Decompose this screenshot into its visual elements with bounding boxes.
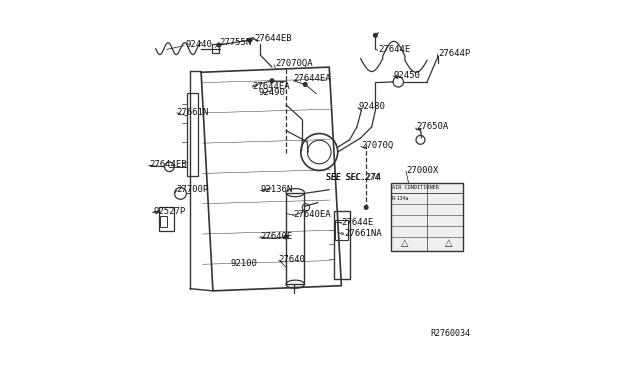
Text: 92490: 92490 bbox=[259, 89, 285, 97]
Text: 27640E: 27640E bbox=[260, 232, 292, 241]
Text: 27644P: 27644P bbox=[438, 49, 470, 58]
Bar bbox=[286, 193, 305, 284]
Text: 27000X: 27000X bbox=[407, 166, 439, 175]
Text: 27644E: 27644E bbox=[378, 45, 411, 54]
Text: 92450: 92450 bbox=[394, 71, 420, 80]
Text: △: △ bbox=[445, 238, 452, 248]
Circle shape bbox=[270, 79, 274, 83]
Bar bbox=[159, 208, 174, 231]
Circle shape bbox=[374, 33, 377, 37]
Bar bbox=[212, 44, 219, 54]
Bar bbox=[334, 211, 349, 279]
Text: 27640: 27640 bbox=[278, 255, 305, 264]
Text: 27644EA: 27644EA bbox=[253, 82, 291, 91]
Circle shape bbox=[303, 83, 307, 86]
Text: SEE SEC.274: SEE SEC.274 bbox=[326, 173, 381, 182]
Text: 27070QA: 27070QA bbox=[275, 59, 312, 68]
Text: 92480: 92480 bbox=[359, 102, 386, 111]
Text: AIR CONDITIONER: AIR CONDITIONER bbox=[392, 185, 439, 190]
Text: 27755N: 27755N bbox=[220, 38, 252, 47]
Text: 27644EB: 27644EB bbox=[149, 160, 187, 169]
Bar bbox=[161, 215, 167, 227]
Text: 27644EA: 27644EA bbox=[293, 74, 331, 83]
Bar bbox=[335, 220, 348, 240]
Text: 92440: 92440 bbox=[185, 41, 212, 49]
Text: 27644EB: 27644EB bbox=[255, 34, 292, 43]
Circle shape bbox=[284, 235, 288, 239]
Circle shape bbox=[217, 43, 221, 47]
Text: 27661NA: 27661NA bbox=[344, 230, 381, 238]
Text: SEE SEC.274: SEE SEC.274 bbox=[326, 173, 380, 182]
Text: 92100: 92100 bbox=[230, 259, 257, 268]
Text: 92527P: 92527P bbox=[153, 206, 186, 216]
Text: 27070Q: 27070Q bbox=[362, 141, 394, 150]
Text: 27650A: 27650A bbox=[416, 122, 448, 131]
Text: 27661N: 27661N bbox=[177, 108, 209, 117]
Bar bbox=[187, 93, 198, 176]
Circle shape bbox=[248, 38, 252, 42]
Text: R2760034: R2760034 bbox=[431, 329, 471, 338]
Text: 27640EA: 27640EA bbox=[293, 210, 331, 219]
Text: 27700P: 27700P bbox=[177, 185, 209, 194]
Circle shape bbox=[364, 206, 368, 209]
Bar bbox=[391, 183, 463, 251]
Text: 92136N: 92136N bbox=[261, 185, 293, 194]
Text: △: △ bbox=[401, 238, 409, 248]
Text: R-134a: R-134a bbox=[392, 196, 409, 201]
Text: 27644E: 27644E bbox=[341, 218, 374, 227]
